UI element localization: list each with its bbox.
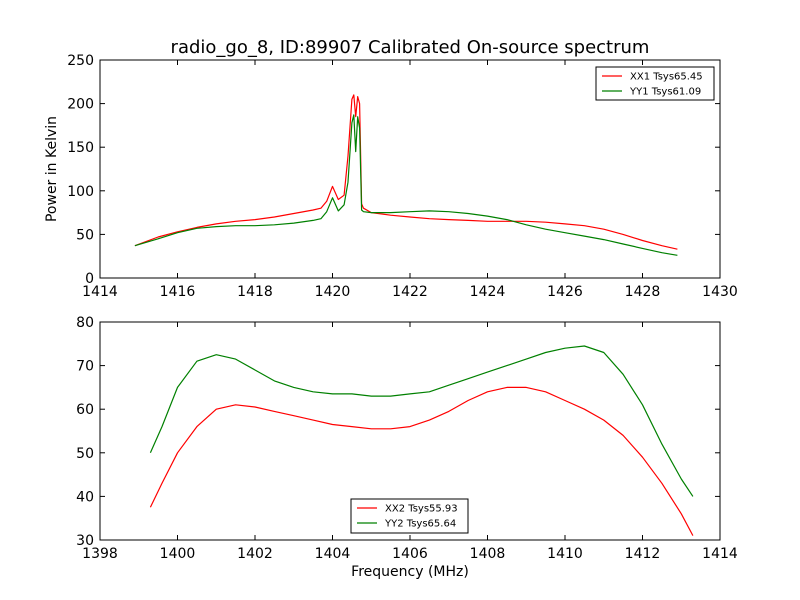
legend-label: YY2 Tsys65.64 [384, 519, 456, 530]
y-tick-label: 50 [76, 446, 94, 462]
y-tick-label: 0 [85, 271, 94, 287]
x-tick-label: 1406 [392, 546, 428, 562]
y-tick-label: 30 [76, 533, 94, 549]
legend-label: XX1 Tsys65.45 [630, 72, 703, 83]
y-tick-label: 150 [67, 140, 94, 156]
x-tick-label: 1402 [237, 546, 273, 562]
bottom-panel: 1398 1400 1402 1404 1406 1408 1410 1412 1414 30 40… [76, 315, 738, 580]
series-line-1 [134, 94, 678, 250]
y-tick-label: 40 [76, 489, 94, 505]
y-axis-title: Power in Kelvin [44, 116, 60, 222]
y-tick-label: 50 [76, 227, 94, 243]
x-tick-label: 1410 [547, 546, 583, 562]
x-tick-label: 1414 [702, 546, 738, 562]
y-tick-label: 250 [67, 53, 94, 69]
y-tick-label: 80 [76, 315, 94, 331]
x-tick-label: 1416 [160, 284, 196, 300]
x-tick-label: 1422 [392, 284, 428, 300]
x-tick-label: 1418 [237, 284, 273, 300]
x-tick-label: 1420 [315, 284, 351, 300]
legend-label: XX2 Tsys55.93 [385, 504, 458, 515]
x-axis-title: Frequency (MHz) [351, 564, 469, 580]
x-tick-label: 1412 [625, 546, 661, 562]
y-tick-label: 60 [76, 402, 94, 418]
x-tick-label: 1426 [547, 284, 583, 300]
y-tick-label: 200 [67, 97, 94, 113]
x-tick-label: 1408 [470, 546, 506, 562]
y-tick-label: 70 [76, 359, 94, 375]
series-line-2 [134, 114, 678, 256]
x-tick-label: 1398 [82, 546, 118, 562]
series-line-2 [149, 345, 694, 497]
legend-box [595, 66, 715, 101]
x-tick-label: 1428 [625, 284, 661, 300]
y-tick-label: 100 [67, 184, 94, 200]
legend: XX1 Tsys65.45 YY1 Tsys61.09 [595, 66, 715, 101]
series-line-1 [149, 386, 694, 536]
chart-title: radio_go_8, ID:89907 Calibrated On-sourc… [171, 37, 650, 58]
x-tick-label: 1430 [702, 284, 738, 300]
legend: XX2 Tsys55.93 YY2 Tsys65.64 [350, 498, 469, 534]
x-tick-label: 1400 [160, 546, 196, 562]
top-panel: 1414 1416 1418 1420 1422 1424 1426 1428 1430 0 50 1… [44, 53, 738, 300]
x-tick-label: 1414 [82, 284, 118, 300]
x-tick-label: 1404 [315, 546, 351, 562]
legend-label: YY1 Tsys61.09 [629, 87, 701, 98]
legend-box [350, 498, 469, 534]
x-tick-label: 1424 [470, 284, 506, 300]
